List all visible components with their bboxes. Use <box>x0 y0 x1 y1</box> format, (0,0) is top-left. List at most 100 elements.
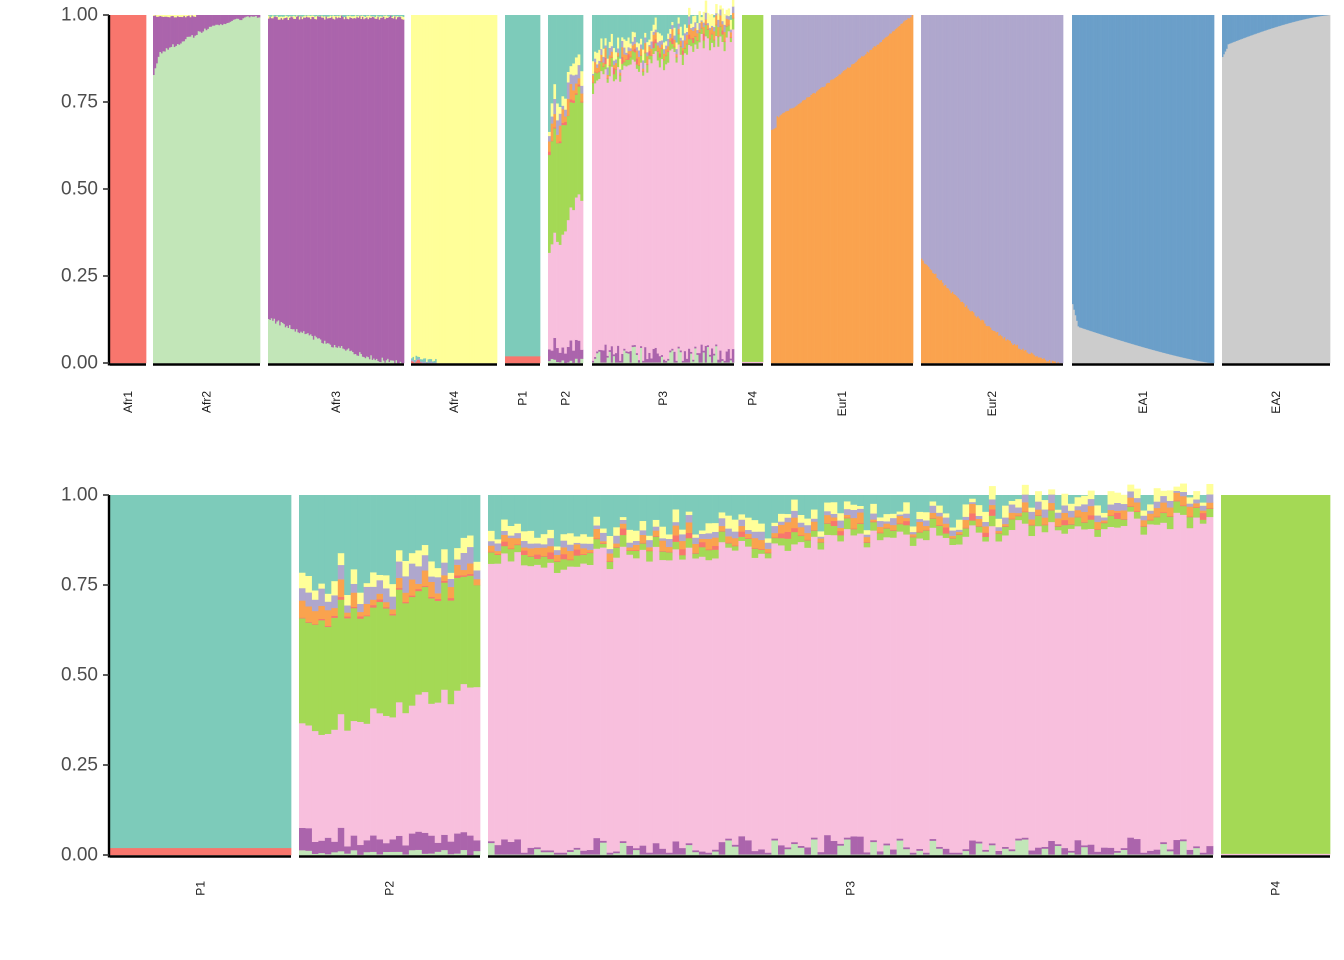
bottom-p3-k8-segment <box>995 530 1003 533</box>
top-afr3-k2-segment <box>375 358 378 364</box>
top-afr3-k3-segment <box>375 18 378 359</box>
bottom-p3-k5-segment <box>1008 495 1016 501</box>
top-ea2-k11-segment <box>1243 38 1245 364</box>
top-afr3-k3-segment <box>371 16 374 360</box>
top-ea1-k10-segment <box>1161 15 1164 353</box>
bottom-p2-k7-segment <box>389 615 397 718</box>
top-p3-k3-segment <box>706 345 710 348</box>
top-afr4-k5-segment <box>429 358 431 363</box>
top-eur1-k9-segment <box>856 15 859 61</box>
top-afr3-k5-segment <box>333 15 336 17</box>
bottom-p2-k1-segment <box>357 616 364 619</box>
top-p3-k6-segment <box>654 50 658 348</box>
top-eur1-k8-segment <box>815 91 818 364</box>
bottom-p3-k6-segment <box>488 563 495 842</box>
top-p2-k7-segment <box>572 102 576 211</box>
bottom-p3-k3-segment <box>672 841 680 855</box>
top-afr3-k5-segment <box>357 15 360 16</box>
top-p3-k9-segment <box>594 58 597 63</box>
top-afr4-k4-segment <box>450 15 453 364</box>
top-afr3-k4-segment <box>392 15 395 19</box>
bottom-p3-k5-segment <box>705 495 713 524</box>
top-afr3-k2-segment <box>333 344 336 364</box>
bottom-p2-k4-segment <box>395 550 403 562</box>
top-ea1-k11-segment <box>1184 357 1187 364</box>
top-population-afr2 <box>153 15 261 364</box>
bottom-p3-k5-segment <box>586 495 594 537</box>
top-eur2-k9-segment <box>989 15 992 328</box>
top-eur1-k8-segment <box>785 111 787 364</box>
top-eur2-k8-segment <box>1020 349 1023 364</box>
bottom-p3-k6-segment <box>619 546 627 842</box>
bottom-p2-k8-segment <box>447 586 455 599</box>
top-afr3-k5-segment <box>349 15 352 16</box>
top-afr3-k5-segment <box>305 15 308 16</box>
bottom-p2-k8-segment <box>395 577 403 589</box>
bottom-p3-k1-segment <box>1114 512 1122 520</box>
top-p2-k6-segment <box>574 197 578 340</box>
bottom-p3-k3-segment <box>1180 839 1187 842</box>
top-ea1-k10-segment <box>1087 15 1090 331</box>
top-ea2-k10-segment <box>1229 15 1231 44</box>
bottom-p3-k3-segment <box>1133 838 1141 855</box>
top-p3-k9-segment <box>614 59 618 64</box>
top-afr2-k3-segment <box>258 15 261 18</box>
bottom-p3-k3-segment <box>923 852 930 855</box>
top-ea1-k10-segment <box>1147 15 1150 349</box>
top-afr3-k2-segment <box>325 343 328 364</box>
top-afr2-k3-segment <box>180 16 183 44</box>
top-p3-k7-segment <box>679 46 683 55</box>
bottom-y-tick-label: 0.25 <box>61 755 98 776</box>
top-eur2-k9-segment <box>1012 15 1015 345</box>
bottom-p3-k5-segment <box>692 495 700 535</box>
top-afr2-k4-segment <box>194 15 197 17</box>
bottom-p3-k8-segment <box>975 518 983 526</box>
top-afr3-k3-segment <box>363 18 366 358</box>
top-afr3-k3-segment <box>277 19 280 321</box>
top-eur1-k8-segment <box>803 99 806 364</box>
top-eur2-k9-segment <box>974 15 977 316</box>
top-eur1-k9-segment <box>845 15 848 70</box>
top-afr4-k9-segment <box>435 362 437 364</box>
top-afr3-k5-segment <box>325 15 328 17</box>
top-p3-k5-segment <box>617 15 620 38</box>
top-p2-k4-segment <box>572 63 576 76</box>
top-afr3-k4-segment <box>391 16 394 18</box>
top-afr3-k3-segment <box>312 16 315 340</box>
bottom-p3-k1-segment <box>810 529 818 531</box>
bottom-p2-k3-segment <box>311 841 319 854</box>
top-p3-k8-segment <box>690 29 693 39</box>
top-p3-k6-segment <box>727 31 731 350</box>
bottom-p3-k6-segment <box>547 562 555 851</box>
top-ea1-k10-segment <box>1119 15 1122 341</box>
top-p3-k3-segment <box>711 348 714 363</box>
bottom-p2-k1-segment <box>460 575 468 577</box>
bottom-p3-k2-segment <box>797 847 805 856</box>
top-afr3-k3-segment <box>356 16 359 356</box>
top-afr3-k4-segment <box>350 16 353 18</box>
bottom-p3-k3-segment <box>712 849 720 852</box>
top-afr3-k2-segment <box>294 331 297 364</box>
top-p3-k4-segment <box>721 8 724 22</box>
bottom-p3-k2-segment <box>593 854 601 856</box>
top-eur2-k9-segment <box>1057 15 1060 363</box>
bottom-p2-k7-segment <box>311 624 319 732</box>
top-eur1-k9-segment <box>814 15 817 94</box>
top-eur2-k8-segment <box>1048 359 1051 364</box>
top-ea1-k11-segment <box>1105 335 1108 364</box>
top-p2-k3-segment <box>558 352 562 363</box>
top-ea2-k10-segment <box>1287 15 1290 24</box>
bottom-p2-k1-segment <box>331 615 339 618</box>
top-p3-k5-segment <box>663 15 666 43</box>
top-afr3-k3-segment <box>319 16 322 340</box>
bottom-p3-k7-segment <box>1081 522 1089 530</box>
top-p4-k7-segment <box>742 15 764 362</box>
top-p3-k4-segment <box>711 14 714 26</box>
top-p3-k6-segment <box>675 62 678 361</box>
bottom-p3-k2-segment <box>567 851 575 856</box>
top-afr4-k5-segment <box>432 361 434 363</box>
bottom-p3-k7-segment <box>593 538 601 549</box>
bottom-p3-k3-segment <box>547 850 555 853</box>
bottom-p2-k2-segment <box>415 849 423 856</box>
bottom-p3-k2-segment <box>1140 854 1148 856</box>
